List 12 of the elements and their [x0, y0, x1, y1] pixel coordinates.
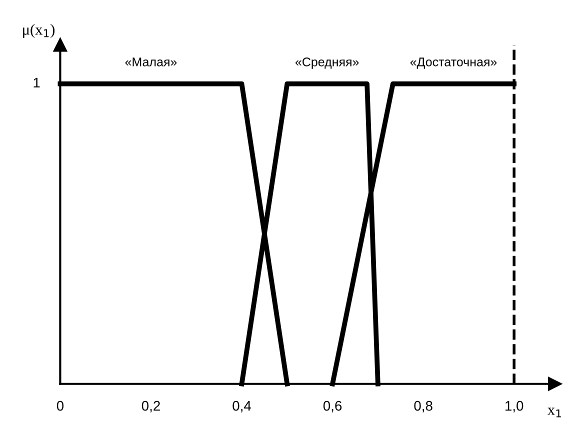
y-axis-title: μ(x$_{1}$) [23, 24, 55, 38]
text: 1 [34, 78, 40, 88]
x-tick-label: 0,6 [323, 400, 342, 412]
x-axis-title: x$_{1}$ [548, 408, 561, 418]
series-label: «Малая» [125, 58, 177, 66]
x-tick-label: 0 [56, 400, 64, 411]
x-tick-label: 0,2 [142, 400, 160, 412]
series-label: «Достаточная» [410, 58, 497, 69]
x-tick-label: 0,8 [414, 400, 432, 412]
x-tick-label: 0,4 [232, 400, 252, 412]
series-label: «Средняя» [295, 58, 359, 69]
x-tick-label: 1,0 [505, 400, 524, 412]
